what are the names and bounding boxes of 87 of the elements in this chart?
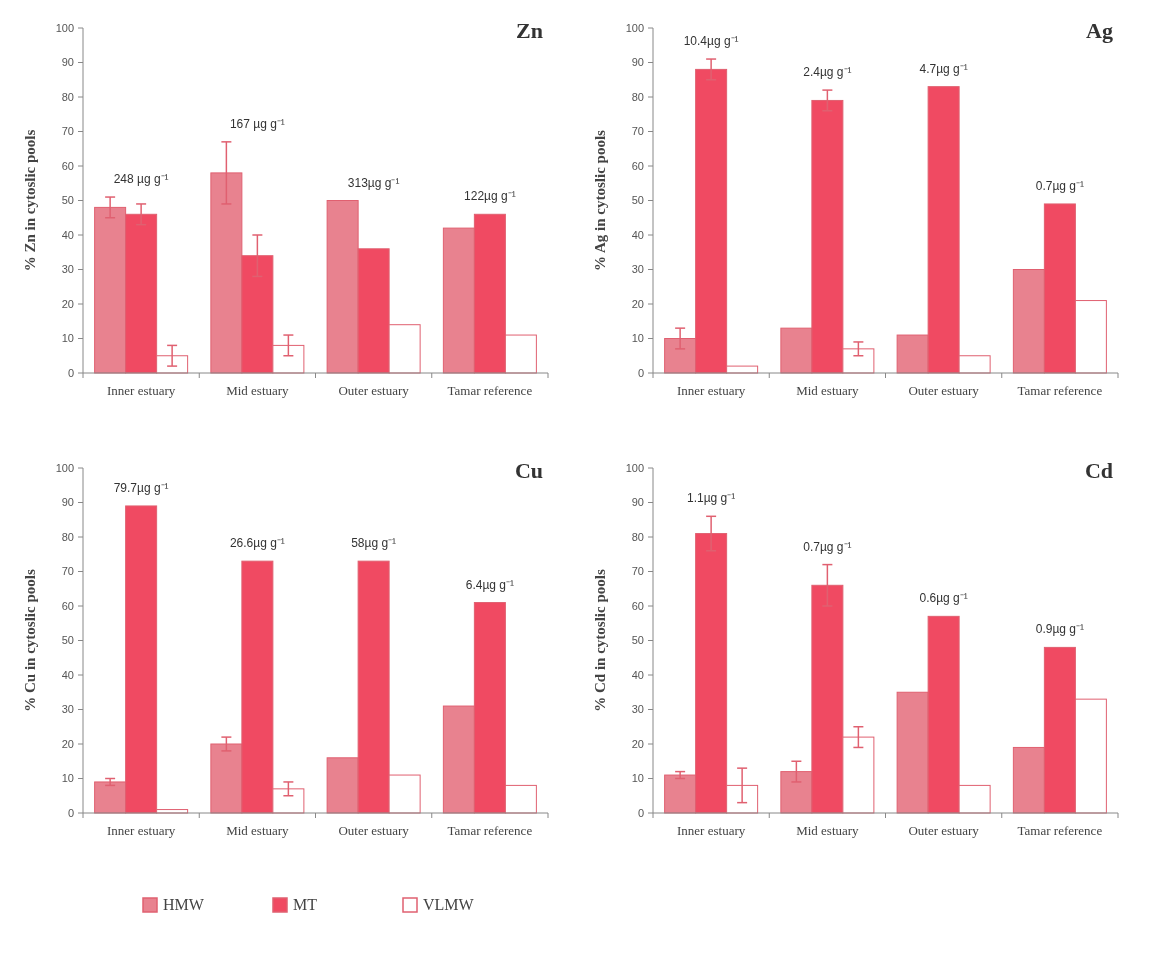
x-tick-label: Tamar reference <box>1017 823 1103 838</box>
y-tick-label: 90 <box>61 56 74 69</box>
y-tick-label: 20 <box>631 297 644 310</box>
y-tick-label: 70 <box>61 125 74 138</box>
y-tick-label: 50 <box>61 194 74 207</box>
y-tick-label: 10 <box>631 332 644 345</box>
annotation: 26.6µg g⁻¹ <box>229 536 285 551</box>
y-tick-label: 50 <box>61 634 74 647</box>
y-tick-label: 80 <box>631 530 644 543</box>
y-tick-label: 70 <box>61 565 74 578</box>
y-tick-label: 80 <box>61 530 74 543</box>
y-tick-label: 0 <box>637 366 644 379</box>
x-tick-label: Tamar reference <box>1017 383 1103 398</box>
annotation: 6.4µg g⁻¹ <box>465 577 515 592</box>
annotation: 4.7µg g⁻¹ <box>919 61 968 76</box>
annotation: 167 µg g⁻¹ <box>229 116 285 131</box>
x-tick-label: Outer estuary <box>338 383 410 398</box>
y-tick-label: 0 <box>67 806 74 819</box>
y-tick-label: 10 <box>61 772 74 785</box>
annotation: 79.7µg g⁻¹ <box>113 480 169 495</box>
x-tick-label: Mid estuary <box>226 823 290 838</box>
annotation: 313µg g⁻¹ <box>347 175 400 190</box>
y-tick-label: 60 <box>61 599 74 612</box>
y-tick-label: 60 <box>61 159 74 172</box>
y-tick-label: 10 <box>61 332 74 345</box>
annotation: 58µg g⁻¹ <box>351 536 397 551</box>
y-tick-label: 70 <box>631 125 644 138</box>
chart-title: Cu <box>514 458 543 483</box>
x-tick-label: Inner estuary <box>677 823 746 838</box>
y-tick-label: 90 <box>61 496 74 509</box>
y-tick-label: 30 <box>631 263 644 276</box>
chart-title: Cd <box>1084 458 1113 483</box>
y-tick-label: 0 <box>67 366 74 379</box>
y-tick-label: 50 <box>631 634 644 647</box>
x-tick-label: Inner estuary <box>107 383 176 398</box>
x-tick-label: Inner estuary <box>107 823 176 838</box>
y-tick-label: 90 <box>631 496 644 509</box>
y-axis-title: % Cd in cytoslic pools <box>592 569 608 712</box>
legend-label: VLMW <box>423 896 475 913</box>
y-tick-label: 100 <box>625 21 644 34</box>
annotation: 2.4µg g⁻¹ <box>803 65 852 80</box>
y-tick-label: 100 <box>55 21 74 34</box>
y-tick-label: 30 <box>61 703 74 716</box>
legend-label: MT <box>293 896 318 913</box>
x-tick-label: Inner estuary <box>677 383 746 398</box>
x-tick-label: Tamar reference <box>447 383 533 398</box>
y-tick-label: 0 <box>637 806 644 819</box>
y-tick-label: 70 <box>631 565 644 578</box>
y-tick-label: 40 <box>631 668 644 681</box>
legend-label: HMW <box>163 896 205 913</box>
y-tick-label: 10 <box>631 772 644 785</box>
x-tick-label: Outer estuary <box>908 383 980 398</box>
y-tick-label: 80 <box>631 90 644 103</box>
annotation: 248 µg g⁻¹ <box>113 172 169 187</box>
x-tick-label: Mid estuary <box>226 383 290 398</box>
annotation: 0.7µg g⁻¹ <box>803 539 852 554</box>
y-tick-label: 80 <box>61 90 74 103</box>
y-tick-label: 40 <box>631 228 644 241</box>
x-tick-label: Tamar reference <box>447 823 533 838</box>
chart-title: Zn <box>516 18 543 43</box>
y-tick-label: 50 <box>631 194 644 207</box>
annotation: 10.4µg g⁻¹ <box>683 34 739 49</box>
x-tick-label: Mid estuary <box>796 383 860 398</box>
y-tick-label: 60 <box>631 599 644 612</box>
y-tick-label: 20 <box>61 297 74 310</box>
annotation: 0.6µg g⁻¹ <box>919 591 968 606</box>
annotation: 122µg g⁻¹ <box>464 189 516 204</box>
y-axis-title: % Zn in cytoslic pools <box>22 129 38 272</box>
y-tick-label: 30 <box>631 703 644 716</box>
y-tick-label: 20 <box>631 737 644 750</box>
annotation: 0.9µg g⁻¹ <box>1035 622 1085 637</box>
y-tick-label: 40 <box>61 228 74 241</box>
y-tick-label: 40 <box>61 668 74 681</box>
y-axis-title: % Cu in cytoslic pools <box>22 569 38 712</box>
y-tick-label: 20 <box>61 737 74 750</box>
y-tick-label: 100 <box>55 461 74 474</box>
x-tick-label: Mid estuary <box>796 823 860 838</box>
x-tick-label: Outer estuary <box>908 823 980 838</box>
annotation: 1.1µg g⁻¹ <box>686 491 736 506</box>
annotation: 0.7µg g⁻¹ <box>1035 178 1085 193</box>
y-tick-label: 100 <box>625 461 644 474</box>
y-tick-label: 90 <box>631 56 644 69</box>
x-tick-label: Outer estuary <box>338 823 410 838</box>
y-tick-label: 30 <box>61 263 74 276</box>
y-axis-title: % Ag in cytoslic pools <box>592 129 608 271</box>
y-tick-label: 60 <box>631 159 644 172</box>
chart-title: Ag <box>1086 18 1113 43</box>
